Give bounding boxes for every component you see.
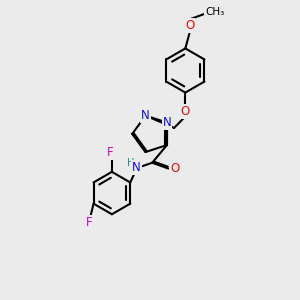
Text: F: F [107,146,114,159]
Text: CH₃: CH₃ [205,7,224,16]
Text: H: H [127,158,135,168]
Text: N: N [132,161,141,174]
Text: O: O [170,162,179,175]
Text: O: O [185,19,194,32]
Text: N: N [141,109,150,122]
Text: N: N [163,116,171,129]
Text: F: F [86,216,92,229]
Text: O: O [181,105,190,118]
